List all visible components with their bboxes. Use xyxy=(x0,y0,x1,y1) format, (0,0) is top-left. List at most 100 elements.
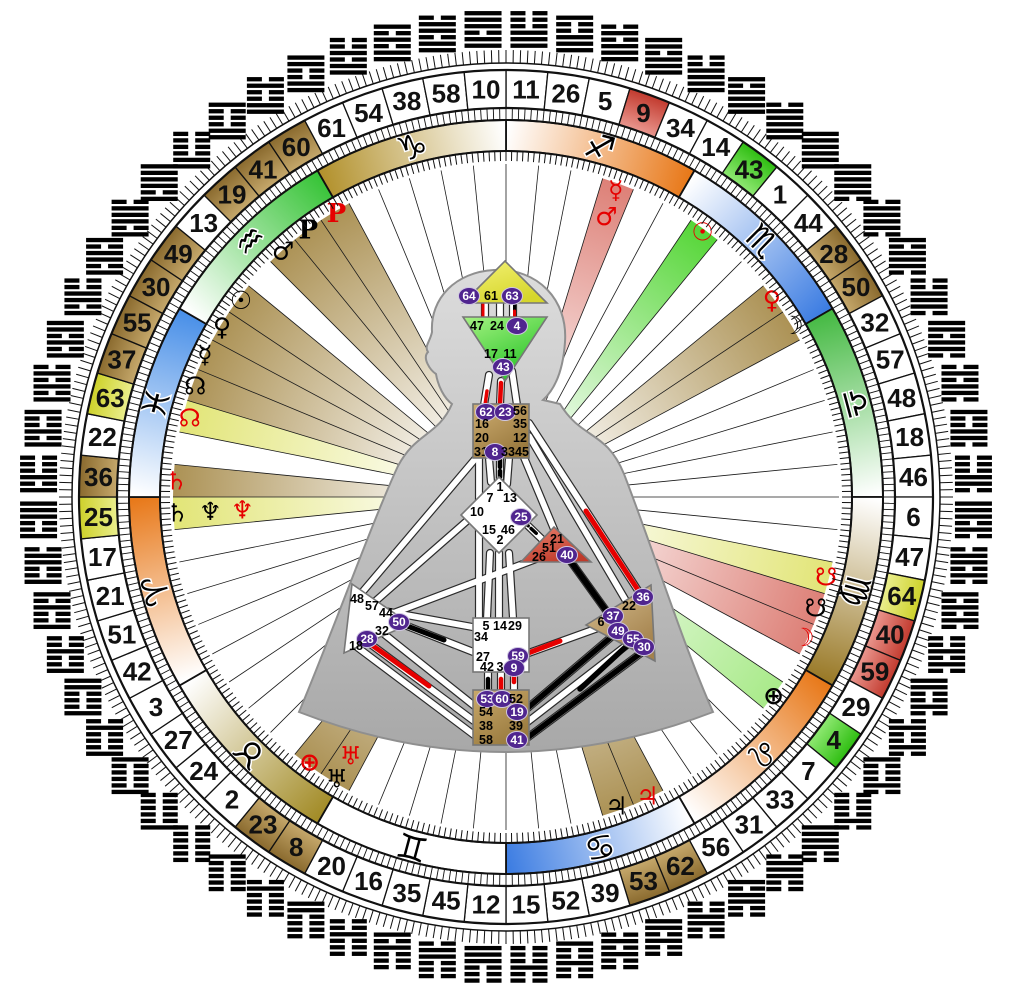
tick xyxy=(90,657,102,662)
tick xyxy=(625,914,629,927)
tick xyxy=(605,62,608,75)
tick xyxy=(90,333,102,338)
tick xyxy=(121,552,133,554)
tick xyxy=(584,924,586,937)
tick xyxy=(397,918,400,931)
tick xyxy=(787,828,795,838)
tick xyxy=(580,867,582,879)
hexagram-41 xyxy=(209,103,246,140)
tick xyxy=(885,280,896,286)
tick xyxy=(142,630,153,634)
center-gate-24: 24 xyxy=(490,319,504,333)
tick xyxy=(937,547,950,548)
tick xyxy=(455,871,457,883)
hexagram-23 xyxy=(209,854,246,891)
planet-glyph-mercury-personality: ☿ xyxy=(197,340,212,369)
tick xyxy=(83,353,95,357)
hexagram-25 xyxy=(20,501,57,538)
hexagram-47 xyxy=(950,547,987,584)
tick xyxy=(115,708,126,714)
tick xyxy=(484,930,485,943)
hexagram-36 xyxy=(20,456,57,493)
tick xyxy=(289,876,295,887)
tick xyxy=(539,831,540,841)
tick xyxy=(123,720,134,727)
tick xyxy=(837,557,847,559)
tick xyxy=(719,230,725,238)
center-gate-48: 48 xyxy=(350,592,364,606)
tick xyxy=(472,153,473,163)
tick xyxy=(166,680,176,686)
tick xyxy=(225,693,233,699)
tick xyxy=(728,750,735,758)
tick xyxy=(368,805,372,814)
tick xyxy=(939,468,952,469)
tick xyxy=(936,554,949,556)
tick xyxy=(438,827,440,837)
tick xyxy=(801,255,810,262)
tick xyxy=(934,424,947,426)
tick xyxy=(315,93,321,105)
tick xyxy=(794,670,803,675)
tick xyxy=(162,530,172,531)
tick xyxy=(66,575,79,577)
hexagram-18 xyxy=(950,410,987,447)
tick xyxy=(474,109,475,121)
gate-number-64: 64 xyxy=(887,581,916,611)
tick xyxy=(846,767,856,775)
tick xyxy=(921,623,933,627)
tick xyxy=(66,417,79,419)
tick xyxy=(823,701,833,708)
tick xyxy=(841,469,851,470)
tick xyxy=(921,367,933,371)
gate-number-63: 63 xyxy=(96,383,125,413)
tick xyxy=(809,722,819,729)
tick xyxy=(462,872,463,884)
tick xyxy=(875,261,886,268)
tick xyxy=(270,866,277,877)
tick xyxy=(818,370,827,374)
tick xyxy=(448,927,450,940)
tick xyxy=(789,746,798,754)
tick xyxy=(935,561,948,563)
hexagram-61 xyxy=(287,55,324,92)
tick xyxy=(455,928,456,941)
tick xyxy=(65,568,78,570)
tick xyxy=(358,801,362,810)
tick xyxy=(198,651,207,656)
tick xyxy=(340,145,345,156)
tick xyxy=(130,255,141,262)
tick xyxy=(117,515,129,516)
tick xyxy=(618,916,621,929)
tick xyxy=(74,609,87,612)
tick xyxy=(865,378,876,382)
hexagram-9 xyxy=(645,38,682,75)
tick xyxy=(692,889,698,901)
tick xyxy=(217,156,225,166)
tick xyxy=(69,589,82,592)
tick xyxy=(863,372,874,376)
tick xyxy=(228,147,236,157)
tick xyxy=(252,129,259,140)
gate-number-55: 55 xyxy=(123,308,152,338)
center-gate-60: 60 xyxy=(495,692,509,706)
hexagram-51 xyxy=(47,636,84,673)
tick xyxy=(186,276,196,283)
tick xyxy=(650,845,655,856)
tick xyxy=(939,518,952,519)
tick xyxy=(481,109,482,121)
tick xyxy=(152,653,163,658)
tick xyxy=(126,726,137,733)
tick xyxy=(878,434,890,436)
tick xyxy=(376,912,380,924)
tick xyxy=(826,292,836,298)
tick xyxy=(883,515,895,516)
center-gate-38: 38 xyxy=(479,719,493,733)
tick xyxy=(572,158,574,168)
tick xyxy=(704,99,710,111)
center-gate-17: 17 xyxy=(484,347,498,361)
gate-number-2: 2 xyxy=(225,784,239,814)
tick xyxy=(838,446,848,447)
tick xyxy=(818,799,827,808)
